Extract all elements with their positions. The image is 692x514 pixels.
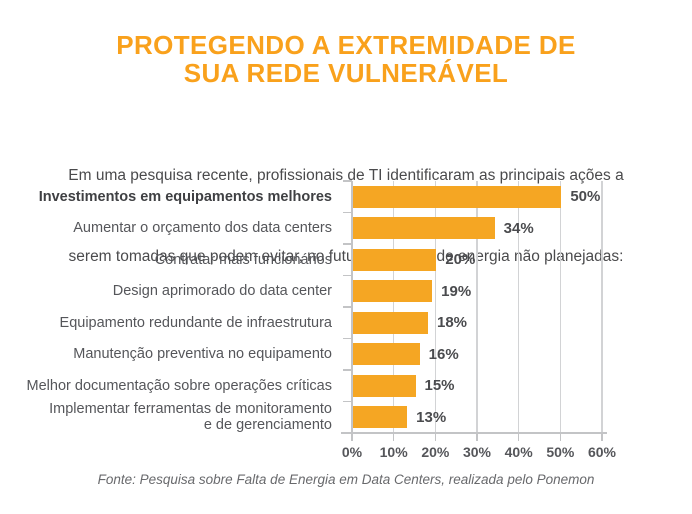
value-label: 15% [424,377,455,395]
value-label: 20% [445,251,476,269]
bar [353,248,437,271]
category-label: Manutenção preventiva no equipamento [73,346,332,363]
x-axis-tick [351,433,353,441]
category-label: Design aprimorado do data center [112,283,332,300]
gridline [559,181,562,433]
bar [353,374,416,397]
y-axis-tick [343,180,352,182]
x-axis-tick-label: 60% [587,444,617,460]
y-axis-tick [343,432,352,434]
y-axis-tick [343,211,352,214]
value-label: 50% [570,188,601,206]
category-label: Contratar mais funcionários [154,251,332,268]
gridline [434,181,437,433]
value-label: 19% [441,282,472,300]
source-note: Fonte: Pesquisa sobre Falta de Energia e… [97,472,595,487]
x-axis-tick [517,433,520,441]
x-axis-tick [434,433,437,441]
chart-subtitle-line1: Em uma pesquisa recente, profissionais d… [68,167,624,184]
value-label: 34% [503,219,534,237]
gridline [476,181,478,433]
value-label: 16% [428,345,459,363]
x-axis-tick-label: 30% [462,444,492,460]
x-axis-line [341,432,607,434]
gridline [392,181,395,433]
page-title-line2: SUA REDE VULNERÁVEL [183,58,509,88]
x-axis-tick-label: 10% [379,444,408,460]
y-axis-line [351,181,353,433]
category-label: Implementar ferramentas de monitoramento… [49,401,332,434]
y-axis-tick [343,400,352,403]
value-label: 18% [437,314,468,332]
category-label: Melhor documentação sobre operações crít… [26,377,332,394]
y-axis-tick [343,306,352,308]
y-axis-tick [343,369,352,371]
x-axis-tick-label: 40% [504,444,533,460]
y-axis-tick [343,243,352,245]
x-axis-tick-label: 0% [341,444,363,460]
bar [353,280,433,303]
x-axis-tick [476,433,478,441]
page-title-line1: PROTEGENDO A EXTREMIDADE DE [116,30,576,60]
x-axis-tick [392,433,395,441]
bar-chart: 0% 10% 20% 30% 40% 50% 60% Investimentos em equ… [0,180,692,476]
bar [353,406,408,429]
gridline [517,181,520,433]
x-axis-tick [601,433,603,441]
bar [353,185,562,208]
x-axis-tick-label: 20% [421,444,450,460]
bar [353,217,495,240]
x-axis-tick [559,433,562,441]
bar [353,343,420,366]
value-label: 13% [416,408,447,426]
page-title: PROTEGENDO A EXTREMIDADE DE SUA REDE VUL… [0,31,692,87]
category-label: Investimentos em equipamentos melhores [38,188,332,205]
x-axis-tick-label: 50% [546,444,575,460]
bar [353,311,428,334]
gridline [601,181,603,433]
category-label: Aumentar o orçamento dos data centers [73,220,332,237]
category-label: Equipamento redundante de infraestrutura [59,314,332,331]
y-axis-tick [343,337,352,340]
y-axis-tick [343,274,352,277]
